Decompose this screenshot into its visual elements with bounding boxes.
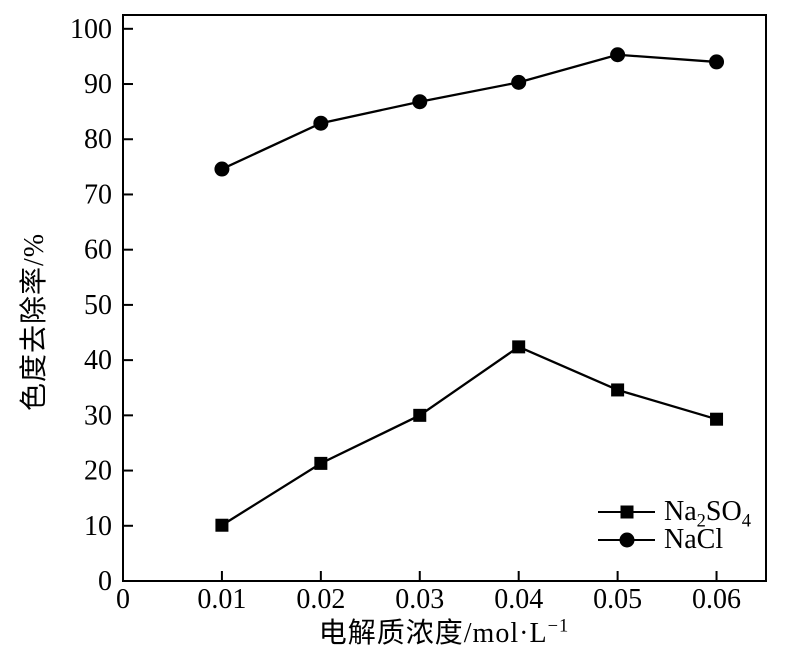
x-axis-title: 电解质浓度/mol·L−1	[319, 611, 569, 651]
series-line-nacl	[221, 53, 717, 171]
data-point-na2so4-0.04	[512, 340, 526, 354]
data-point-nacl-0.05	[610, 47, 626, 63]
y-tick-label-0: 0	[98, 566, 112, 597]
y-tick-label-70: 70	[84, 179, 112, 210]
y-tick-label-90: 90	[84, 69, 112, 100]
label-part: NaCl	[664, 524, 724, 555]
square-marker-icon	[620, 505, 633, 519]
legend-label-na2so4: Na2SO4	[664, 496, 751, 531]
series-line-na2so4	[221, 345, 717, 527]
y-tick-label-80: 80	[84, 124, 112, 155]
legend-label-nacl: NaCl	[664, 524, 723, 556]
label-part: 2	[696, 510, 706, 531]
data-point-nacl-0.04	[511, 74, 527, 90]
y-axis-title: 色度去除率/%	[19, 232, 50, 412]
legend-item-nacl: NaCl	[598, 524, 751, 556]
y-tick-label-20: 20	[84, 456, 112, 487]
data-point-nacl-0.03	[412, 94, 428, 110]
label-part: 电解质浓度/mol·L	[318, 618, 548, 649]
x-tick-label-0: 0	[116, 584, 130, 615]
data-point-nacl-0.02	[313, 115, 329, 131]
x-tick-label-0.01: 0.01	[197, 584, 246, 615]
label-part: Na	[664, 496, 697, 527]
label-part: SO	[705, 496, 742, 527]
data-point-na2so4-0.02	[314, 456, 328, 470]
circle-marker-icon	[619, 532, 634, 548]
y-tick-label-30: 30	[84, 400, 112, 431]
y-tick-label-40: 40	[84, 345, 112, 376]
y-tick-label-60: 60	[84, 235, 112, 266]
legend: Na2SO4 NaCl	[598, 496, 751, 556]
legend-sample-nacl	[598, 531, 655, 549]
x-tick-label-0.06: 0.06	[692, 584, 741, 615]
x-tick-label-0.05: 0.05	[593, 584, 642, 615]
label-part: 4	[741, 510, 751, 531]
x-tick-label-0.03: 0.03	[395, 584, 444, 615]
legend-item-na2so4: Na2SO4	[598, 496, 751, 531]
x-tick-label-0.02: 0.02	[296, 584, 345, 615]
data-point-na2so4-0.03	[413, 408, 427, 422]
data-point-nacl-0.06	[709, 54, 725, 70]
label-part: −1	[547, 615, 570, 636]
y-tick-label-100: 100	[70, 14, 112, 45]
plot-frame	[122, 14, 767, 582]
y-tick-label-50: 50	[84, 290, 112, 321]
legend-sample-na2so4	[598, 503, 655, 521]
y-tick-label-10: 10	[84, 511, 112, 542]
data-point-na2so4-0.01	[215, 518, 229, 532]
x-tick-label-0.04: 0.04	[494, 584, 543, 615]
data-point-nacl-0.01	[214, 161, 230, 177]
data-point-na2so4-0.05	[611, 383, 625, 397]
data-point-na2so4-0.06	[710, 412, 724, 426]
